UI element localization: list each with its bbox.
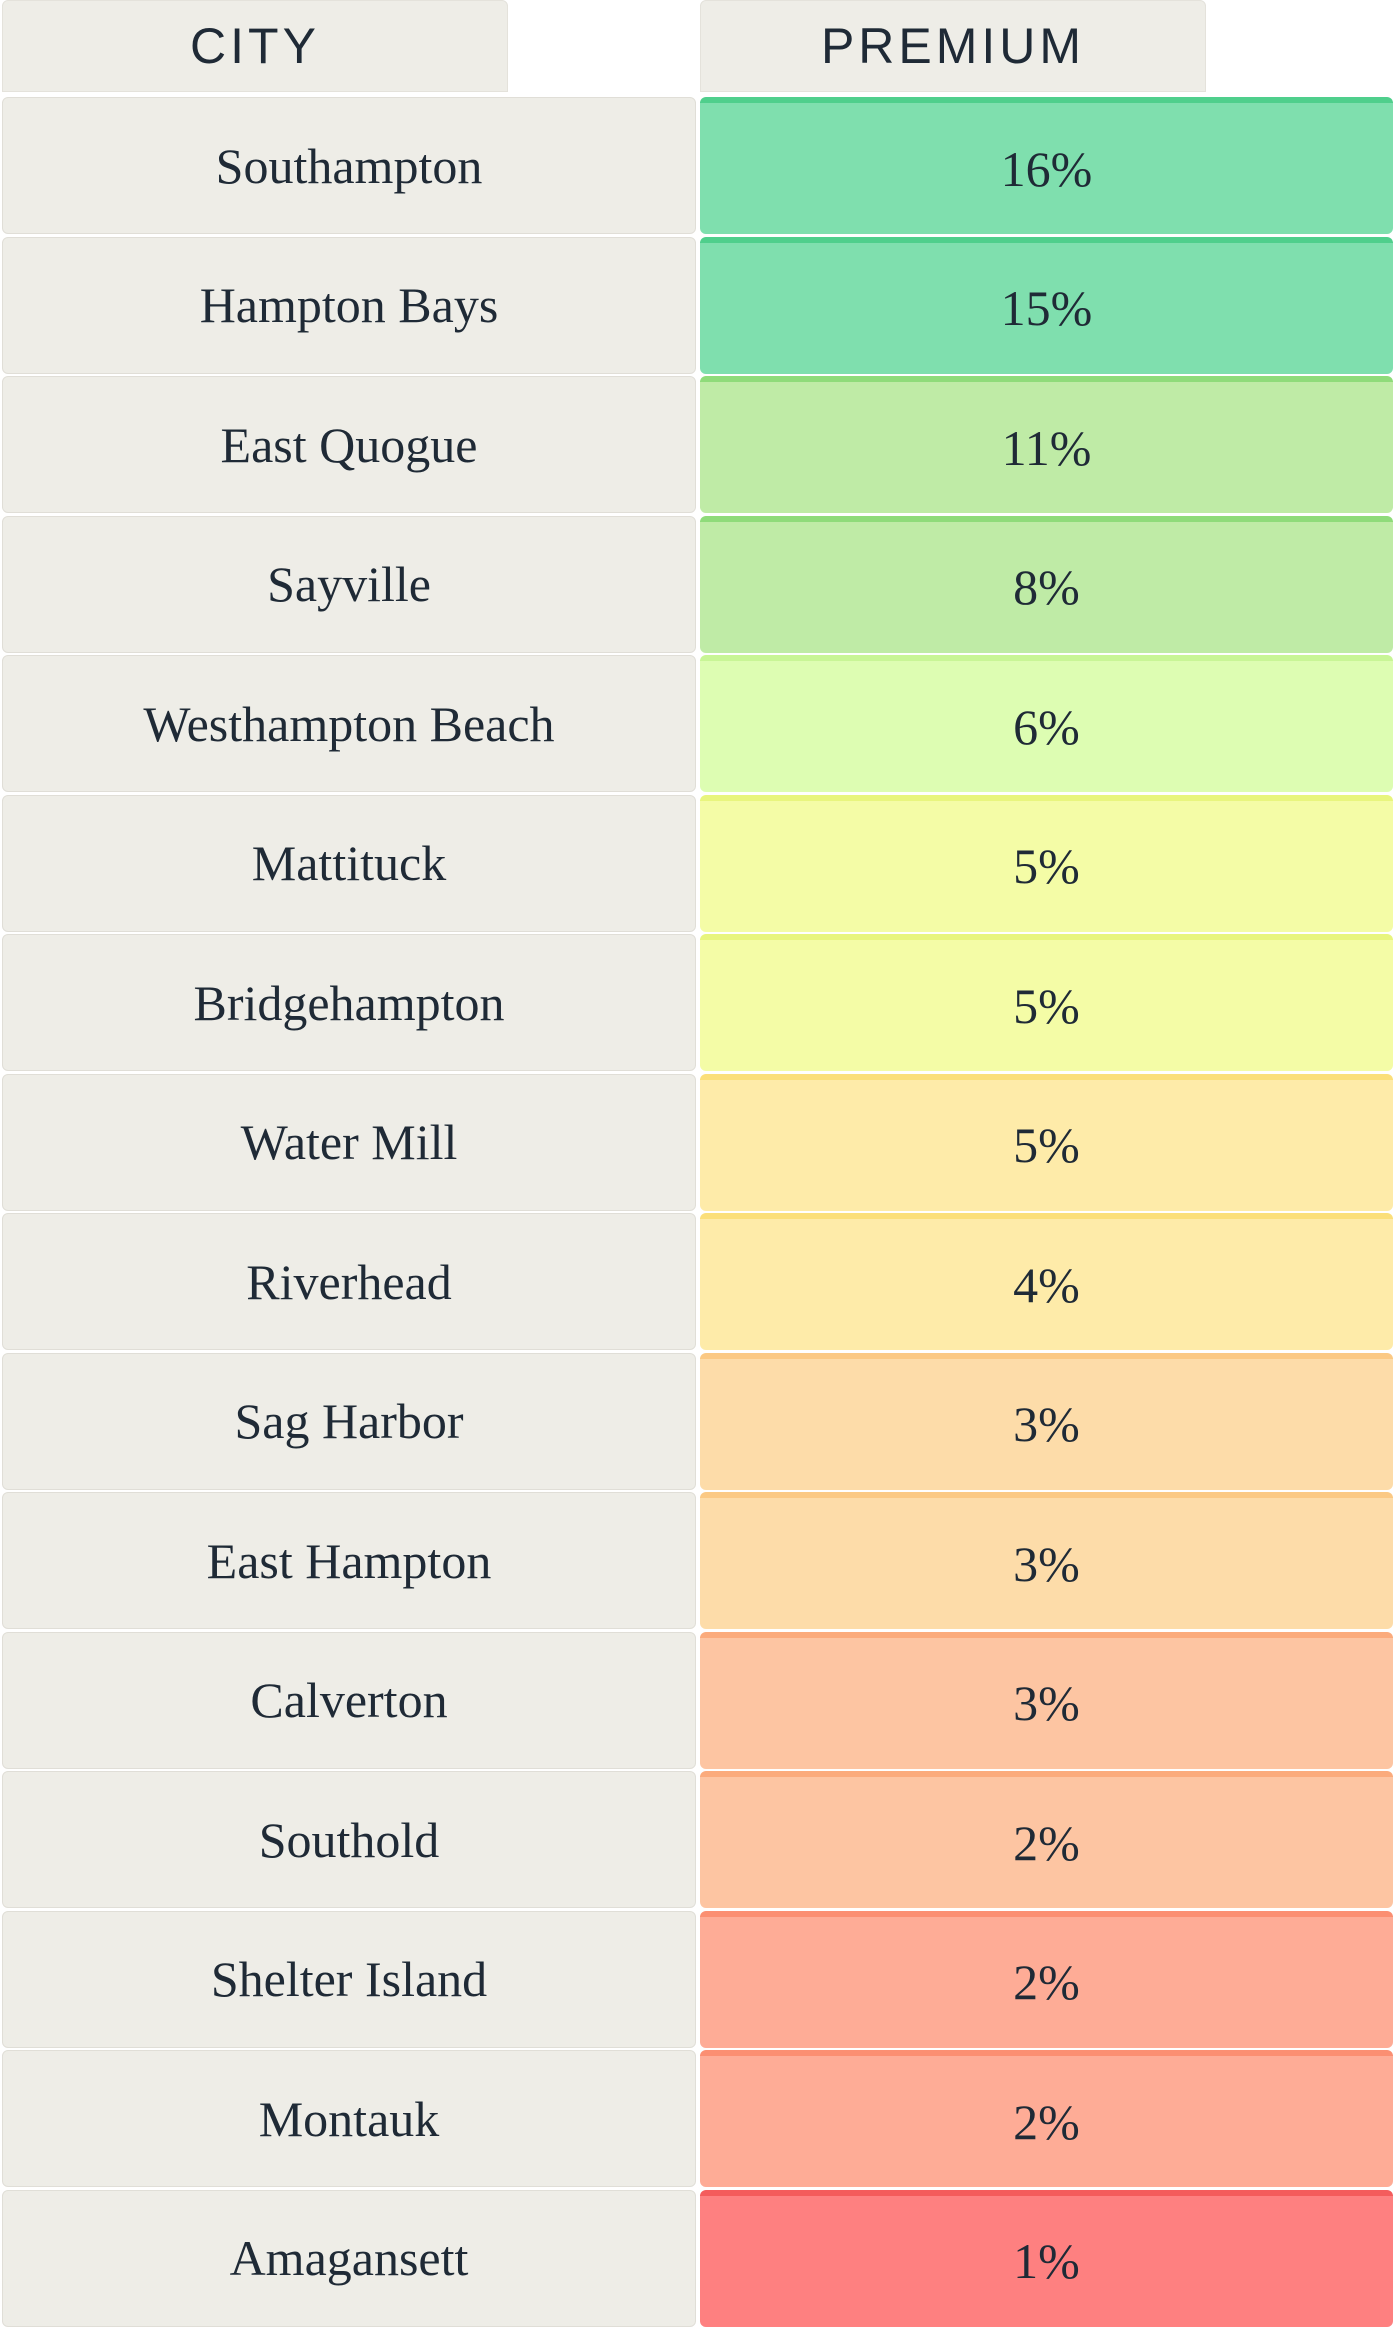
premium-cell: 8% — [700, 515, 1393, 653]
table-row: East Hampton 3% — [0, 1492, 1400, 1631]
city-header-label: CITY — [190, 18, 320, 74]
city-cell: Riverhead — [2, 1213, 696, 1350]
premium-column-header: PREMIUM — [700, 0, 1206, 92]
table-row: Amagansett 1% — [0, 2189, 1400, 2329]
premium-cell: 5% — [700, 934, 1393, 1071]
table-row: Sag Harbor 3% — [0, 1352, 1400, 1492]
premium-cell: 5% — [700, 794, 1393, 932]
table-row: Mattituck 5% — [0, 794, 1400, 934]
premium-cell: 16% — [700, 97, 1393, 234]
table-row: Hampton Bays 15% — [0, 236, 1400, 376]
city-cell: Bridgehampton — [2, 934, 696, 1071]
city-cell: Water Mill — [2, 1073, 696, 1211]
premium-cell: 4% — [700, 1213, 1393, 1350]
premium-cell: 11% — [700, 376, 1393, 513]
city-cell: Sayville — [2, 515, 696, 653]
table-row: Riverhead 4% — [0, 1213, 1400, 1352]
city-cell: Hampton Bays — [2, 236, 696, 374]
table-row: Westhampton Beach 6% — [0, 655, 1400, 794]
city-cell: Mattituck — [2, 794, 696, 932]
premium-cell: 1% — [700, 2189, 1393, 2327]
city-cell: Amagansett — [2, 2189, 696, 2327]
premium-cell: 3% — [700, 1352, 1393, 1490]
premium-cell: 5% — [700, 1073, 1393, 1211]
city-cell: Montauk — [2, 2050, 696, 2187]
premium-cell: 15% — [700, 236, 1393, 374]
city-cell: Southampton — [2, 97, 696, 234]
city-cell: Calverton — [2, 1631, 696, 1769]
table-row: Bridgehampton 5% — [0, 934, 1400, 1073]
premium-cell: 2% — [700, 1910, 1393, 2048]
table-row: Shelter Island 2% — [0, 1910, 1400, 2050]
table-row: Southampton 16% — [0, 97, 1400, 236]
premium-cell: 6% — [700, 655, 1393, 792]
city-cell: Shelter Island — [2, 1910, 696, 2048]
table-row: Calverton 3% — [0, 1631, 1400, 1771]
table-row: Montauk 2% — [0, 2050, 1400, 2189]
table-row: Water Mill 5% — [0, 1073, 1400, 1213]
city-cell: East Hampton — [2, 1492, 696, 1629]
city-cell: East Quogue — [2, 376, 696, 513]
premium-cell: 3% — [700, 1631, 1393, 1769]
table-row: Southold 2% — [0, 1771, 1400, 1910]
premium-cell: 2% — [700, 2050, 1393, 2187]
premium-cell: 3% — [700, 1492, 1393, 1629]
table-row: Sayville 8% — [0, 515, 1400, 655]
table-row: East Quogue 11% — [0, 376, 1400, 515]
city-cell: Westhampton Beach — [2, 655, 696, 792]
city-column-header: CITY — [2, 0, 508, 92]
city-cell: Southold — [2, 1771, 696, 1908]
premium-header-label: PREMIUM — [820, 18, 1086, 74]
city-cell: Sag Harbor — [2, 1352, 696, 1490]
premium-cell: 2% — [700, 1771, 1393, 1908]
